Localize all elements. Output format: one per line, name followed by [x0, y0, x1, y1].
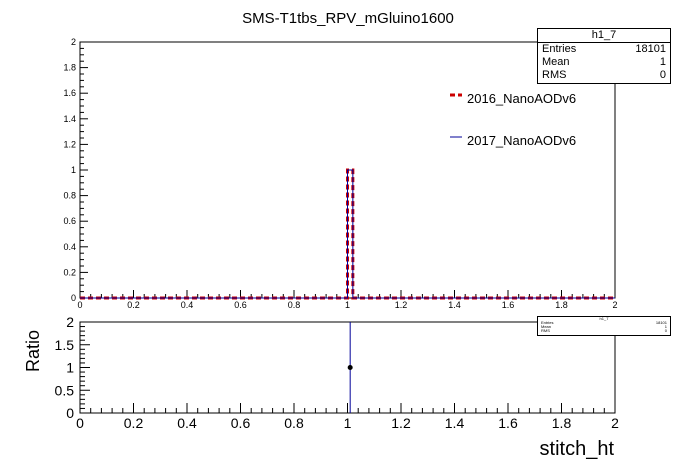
stats-value: 18101: [635, 43, 666, 55]
ratio-stats-row-entries: Entries 18101: [538, 321, 670, 325]
stats-value: 0: [659, 69, 666, 81]
top-x-tick-label: 0.4: [181, 300, 194, 310]
top-x-tick-label: 0.6: [234, 300, 247, 310]
top-y-tick-label: 0.2: [63, 267, 76, 277]
stats-row-mean: Mean 1: [538, 56, 670, 69]
stats-label: Mean: [542, 56, 570, 68]
ratio-stats-box-name: h1_7: [599, 316, 609, 321]
chart-title: SMS-T1tbs_RPV_mGluino1600: [242, 10, 454, 27]
top-x-tick-label: 1.6: [502, 300, 515, 310]
bottom-y-tick-label: 2: [66, 314, 74, 330]
top-y-tick-label: 0.8: [63, 191, 76, 201]
bottom-y-tick-label: 1.5: [55, 337, 75, 353]
top-y-tick-label: 1.6: [63, 88, 76, 98]
bottom-x-tick-label: 1.4: [445, 415, 465, 431]
stats-label: Entries: [542, 43, 577, 55]
bottom-frame: [79, 321, 616, 414]
legend-entry-2017: 2017_NanoAODv6: [467, 133, 577, 148]
stats-value: 1: [664, 324, 667, 329]
stats-label: RMS: [541, 328, 550, 333]
top-x-tick-label: 1.4: [448, 300, 461, 310]
ratio-point: [347, 365, 353, 370]
ratio-stats-row-mean: Mean 1: [538, 325, 670, 329]
stats-box-name: h1_7: [538, 29, 670, 43]
top-x-tick-label: 1: [345, 300, 350, 310]
top-y-tick-label: 1.2: [63, 139, 76, 149]
top-x-tick-label: 0.8: [288, 300, 301, 310]
bottom-x-tick-label: 2: [611, 415, 619, 431]
ratio-y-axis-label: Ratio: [23, 329, 43, 372]
bottom-x-tick-label: 0: [76, 415, 84, 431]
stats-label: Mean: [541, 324, 552, 329]
bottom-x-tick-label: 0.6: [231, 415, 251, 431]
ratio-stats-row-rms: RMS 0: [538, 329, 670, 333]
top-x-tick-label: 2: [612, 300, 617, 310]
bottom-x-tick-label: 1.6: [498, 415, 518, 431]
stats-box: h1_7 Entries 18101 Mean 1 RMS 0: [537, 28, 671, 84]
stats-label: RMS: [542, 69, 567, 81]
stats-label: Entries: [541, 320, 554, 325]
bottom-x-tick-label: 1.2: [391, 415, 411, 431]
stats-value: 1: [659, 56, 666, 68]
bottom-y-tick-label: 0: [66, 405, 74, 421]
top-x-tick-label: 0: [77, 300, 82, 310]
bottom-x-tick-label: 1.8: [552, 415, 572, 431]
bottom-y-tick-label: 0.5: [55, 382, 75, 398]
bottom-x-tick-label: 0.8: [284, 415, 304, 431]
stats-value: 18101: [655, 320, 667, 325]
top-y-tick-label: 0.6: [63, 216, 76, 226]
top-y-tick-label: 0: [71, 293, 76, 303]
top-y-tick-label: 1.4: [63, 114, 76, 124]
ratio-stats-box: h1_7 Entries 18101 Mean 1 RMS 0: [537, 316, 671, 336]
stats-row-entries: Entries 18101: [538, 43, 670, 56]
stats-value: 0: [664, 328, 667, 333]
top-y-tick-label: 1.8: [63, 63, 76, 73]
bottom-x-tick-label: 1: [344, 415, 352, 431]
series-histogram-1: [80, 169, 615, 299]
x-axis-label: stitch_ht: [539, 438, 614, 460]
stats-row-rms: RMS 0: [538, 69, 670, 82]
bottom-x-tick-label: 0.2: [124, 415, 144, 431]
top-y-tick-label: 1: [71, 165, 76, 175]
top-x-tick-label: 1.8: [555, 300, 568, 310]
top-x-tick-label: 0.2: [127, 300, 140, 310]
legend-entry-2016: 2016_NanoAODv6: [467, 91, 577, 106]
bottom-y-tick-label: 1: [66, 360, 74, 376]
bottom-x-tick-label: 0.4: [177, 415, 197, 431]
top-x-tick-label: 1.2: [395, 300, 408, 310]
top-y-tick-label: 2: [71, 37, 76, 47]
top-y-tick-label: 0.4: [63, 242, 76, 252]
